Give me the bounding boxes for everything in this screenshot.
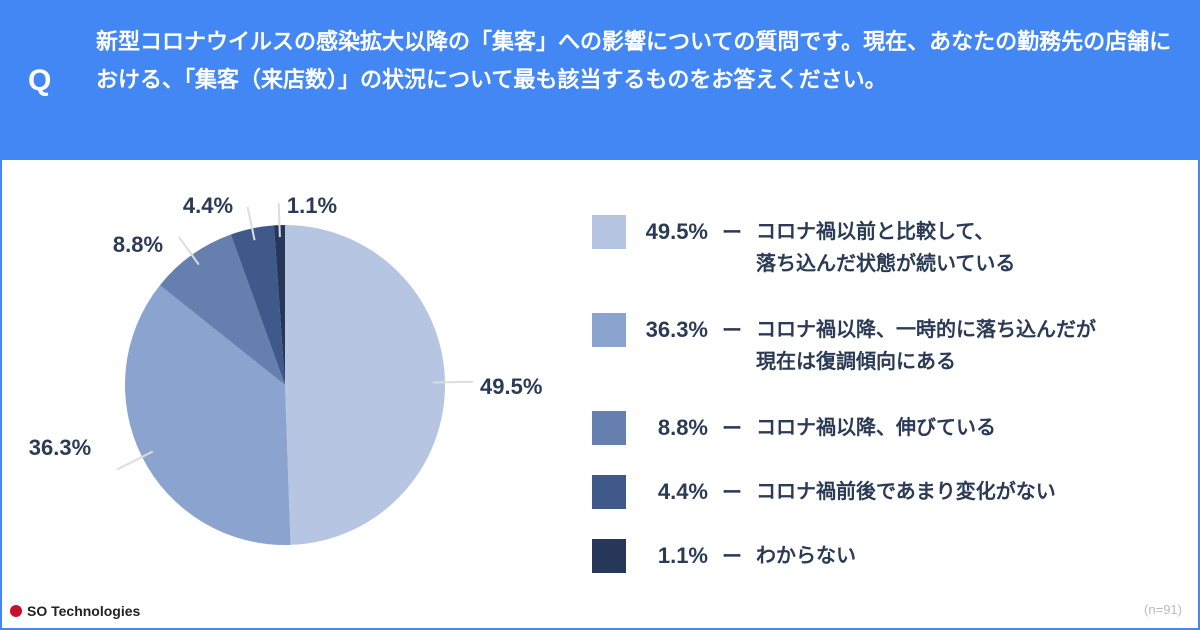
question-header: Q 新型コロナウイルスの感染拡大以降の「集客」への影響についての質問です。現在、… [0, 0, 1200, 160]
legend-label: コロナ禍以前と比較して、 落ち込んだ状態が続いている [756, 219, 1016, 275]
legend-percent: 49.5% [645, 219, 708, 244]
leader-line [116, 450, 154, 471]
pie-slice [285, 225, 445, 545]
pie-slice [124, 285, 291, 545]
legend-item: 49.5% ーコロナ禍以前と比較して、 落ち込んだ状態が続いている [592, 215, 1186, 279]
legend-item: 4.4% ーコロナ禍前後であまり変化がない [592, 475, 1186, 509]
slice-data-label: 1.1% [287, 193, 337, 218]
legend-percent: 8.8% [657, 415, 708, 440]
pie-slice [159, 234, 285, 385]
legend-item: 8.8% ーコロナ禍以降、伸びている [592, 411, 1186, 445]
legend-label: コロナ禍前後であまり変化がない [756, 479, 1056, 503]
legend-percent: 4.4% [657, 479, 708, 504]
legend-label: コロナ禍以降、伸びている [756, 415, 996, 439]
legend-swatch [592, 313, 626, 347]
leader-line [178, 236, 200, 266]
logo-dot-icon [10, 605, 22, 617]
slice-data-label: 8.8% [113, 232, 163, 257]
pie-slice [230, 225, 285, 385]
legend-item: 1.1% ーわからない [592, 539, 1186, 573]
legend-swatch [592, 475, 626, 509]
leader-line [432, 380, 473, 384]
sample-size: (n=91) [1144, 602, 1182, 617]
legend-item: 36.3% ーコロナ禍以降、一時的に落ち込んだが 現在は復調傾向にある [592, 313, 1186, 377]
legend-dash: ー [722, 318, 742, 342]
legend-dash: ー [722, 416, 742, 440]
leader-line [277, 203, 281, 238]
legend-percent: 1.1% [657, 543, 708, 568]
legend-dash: ー [722, 480, 742, 504]
slice-data-label: 4.4% [183, 193, 233, 218]
pie-chart: 49.5% 36.3% 8.8% 4.4% 1.1% [29, 193, 542, 545]
slice-data-label: 36.3% [29, 435, 91, 460]
q-mark: Q [28, 64, 52, 97]
legend-label: わからない [756, 543, 856, 567]
legend-dash: ー [722, 544, 742, 568]
slice-data-label: 49.5% [480, 374, 542, 399]
brand-name: SO Technologies [27, 603, 141, 619]
pie-slice [273, 225, 285, 385]
legend-dash: ー [722, 220, 742, 244]
legend-swatch [592, 411, 626, 445]
leader-line [246, 206, 256, 241]
legend-swatch [592, 539, 626, 573]
legend-swatch [592, 215, 626, 249]
brand-logo: SO Technologies [10, 603, 140, 619]
question-text: 新型コロナウイルスの感染拡大以降の「集客」への影響についての質問です。現在、あな… [96, 30, 1172, 93]
legend-percent: 36.3% [645, 317, 708, 342]
legend-label: コロナ禍以降、一時的に落ち込んだが 現在は復調傾向にある [756, 317, 1096, 373]
